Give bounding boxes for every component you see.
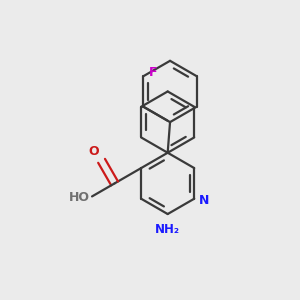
Text: N: N (199, 194, 209, 207)
Text: NH₂: NH₂ (155, 223, 180, 236)
Text: HO: HO (69, 191, 90, 204)
Text: O: O (88, 146, 99, 158)
Text: F: F (149, 67, 158, 80)
